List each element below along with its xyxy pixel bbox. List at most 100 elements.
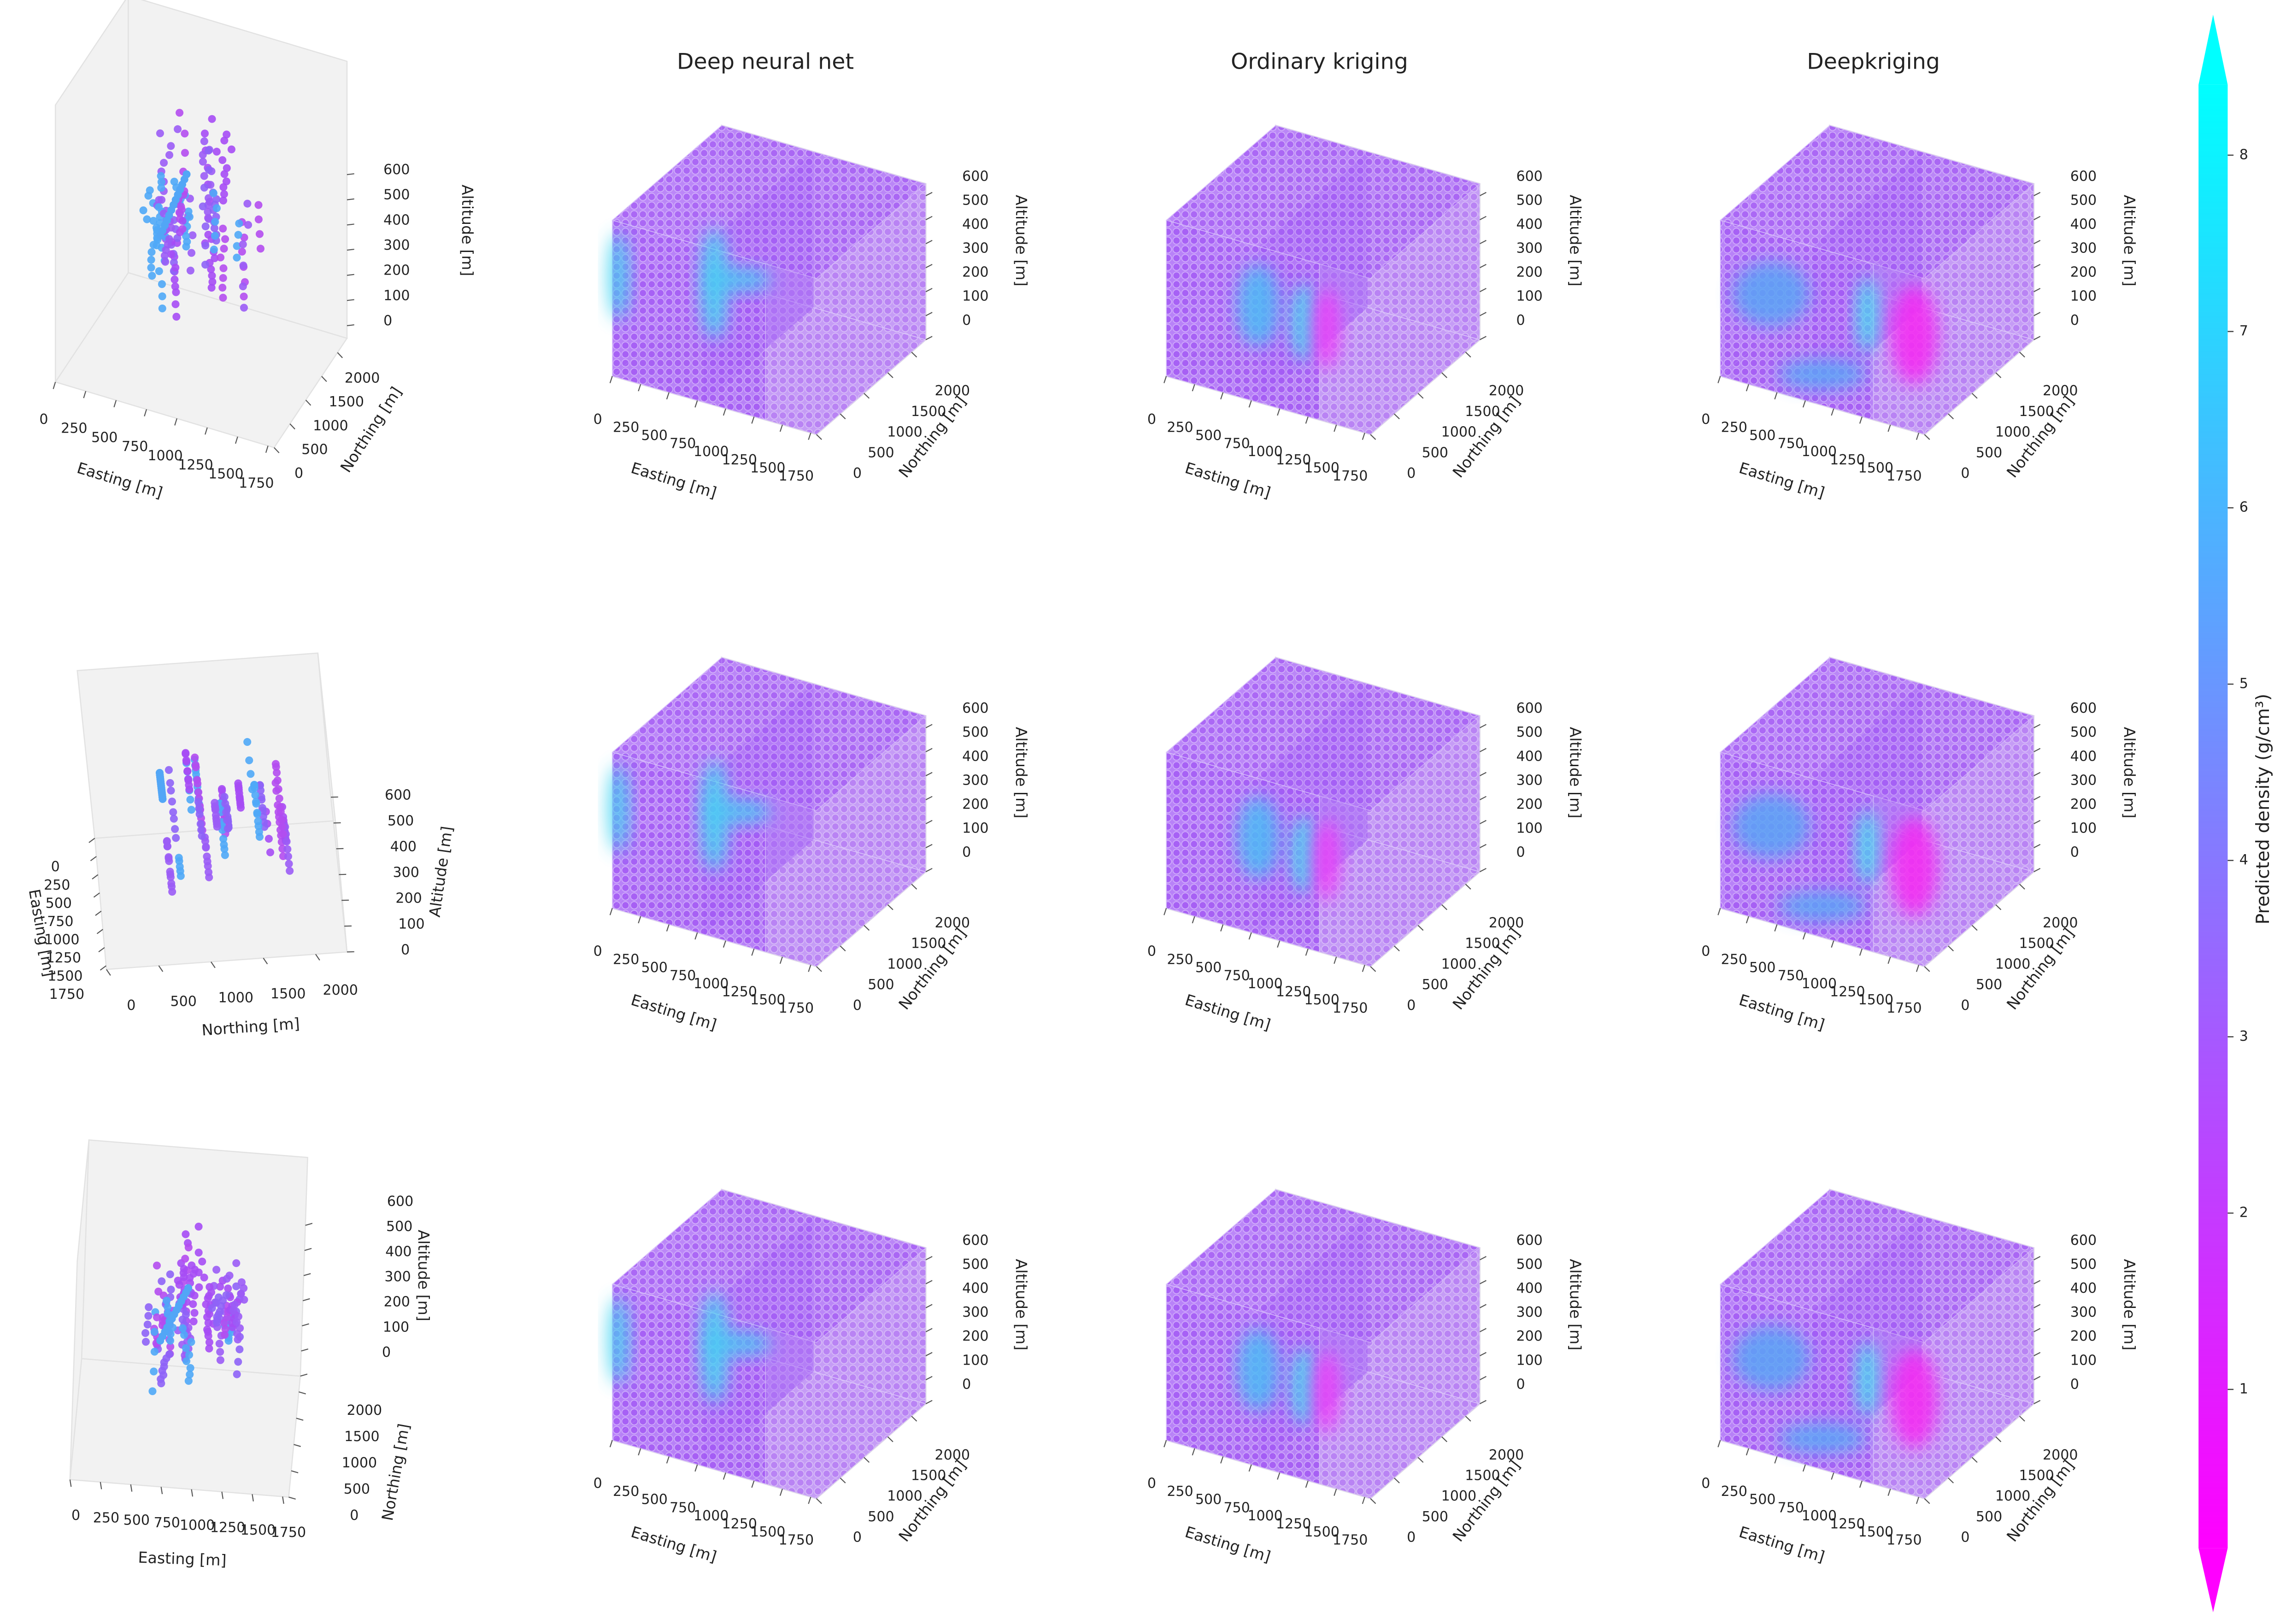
tick-mark xyxy=(1948,413,1954,420)
sample-point xyxy=(141,1337,150,1346)
sample-point xyxy=(258,804,266,812)
sample-point xyxy=(243,199,252,208)
z-tick-label: 200 xyxy=(2070,796,2097,812)
x-tick-label: 1750 xyxy=(271,1524,306,1541)
sample-point xyxy=(160,158,168,167)
z-tick-label: 500 xyxy=(1516,1256,1542,1272)
y-tick-label: 0 xyxy=(1961,997,1969,1014)
tick-mark xyxy=(925,1280,933,1284)
sample-point xyxy=(200,183,208,192)
tick-mark xyxy=(1417,393,1424,399)
tick-mark xyxy=(288,1496,296,1500)
x-tick-label: 0 xyxy=(1701,944,1710,960)
tick-mark xyxy=(2033,1352,2041,1356)
sample-point xyxy=(240,234,248,242)
y-tick-label: 500 xyxy=(868,977,894,993)
x-tick-label: 0 xyxy=(1701,1476,1710,1492)
y-tick-label: 500 xyxy=(170,994,197,1010)
tick-mark xyxy=(779,1489,783,1496)
sample-point xyxy=(223,130,231,139)
sample-point xyxy=(184,1243,193,1252)
tick-mark xyxy=(347,198,354,200)
z-tick-label: 0 xyxy=(383,313,392,329)
tick-mark xyxy=(2033,796,2041,800)
sample-point xyxy=(202,844,210,852)
tick-mark xyxy=(1465,352,1471,358)
tick-mark xyxy=(911,1416,917,1422)
sample-point xyxy=(247,770,255,778)
tick-mark xyxy=(694,1464,698,1472)
sample-point xyxy=(234,1335,242,1344)
y-tick-label: 1500 xyxy=(911,404,946,420)
y-tick-label: 2000 xyxy=(2043,915,2078,931)
sample-point xyxy=(239,282,247,291)
tick-mark xyxy=(1370,966,1376,972)
tick-mark xyxy=(1164,1440,1167,1448)
tick-mark xyxy=(887,372,893,378)
tick-mark xyxy=(925,724,933,728)
z-tick-label: 500 xyxy=(962,192,988,208)
x-tick-label: 1500 xyxy=(1304,460,1339,476)
tick-mark xyxy=(1774,924,1778,932)
tick-mark xyxy=(1362,1496,1365,1504)
voxel-face xyxy=(1165,1189,1481,1343)
sample-point xyxy=(212,204,221,212)
axis-label: Easting [m] xyxy=(1737,1523,1827,1565)
axis-pane xyxy=(81,1139,308,1377)
sample-point xyxy=(186,796,194,804)
sample-point xyxy=(239,240,247,248)
tick-mark xyxy=(2019,352,2025,358)
sample-point xyxy=(177,205,186,214)
tick-mark xyxy=(1479,240,1487,245)
sample-point xyxy=(237,1278,246,1286)
tick-mark xyxy=(751,1480,755,1488)
sample-point xyxy=(254,817,262,826)
density-blob xyxy=(1292,1348,1318,1425)
y-tick-label: 1500 xyxy=(911,936,946,952)
tick-mark xyxy=(666,392,670,400)
tick-mark xyxy=(347,173,354,176)
sample-point xyxy=(143,1320,152,1329)
z-tick-label: 600 xyxy=(385,787,411,803)
y-tick-label: 1000 xyxy=(342,1455,377,1471)
axis-label: Easting [m] xyxy=(1183,1523,1273,1565)
x-tick-label: 500 xyxy=(46,895,72,911)
sample-point xyxy=(207,265,215,274)
z-tick-label: 100 xyxy=(2070,1352,2097,1368)
sample-point xyxy=(240,1296,248,1304)
x-tick-label: 1750 xyxy=(1886,1000,1922,1016)
x-tick-label: 750 xyxy=(670,1500,696,1516)
x-tick-label: 500 xyxy=(1195,428,1222,444)
sample-point xyxy=(206,1283,214,1291)
sample-point xyxy=(157,178,165,186)
z-tick-label: 0 xyxy=(382,1344,391,1360)
sample-point xyxy=(200,1273,208,1282)
tick-mark xyxy=(296,1418,304,1421)
tick-mark xyxy=(282,1496,284,1504)
tick-mark xyxy=(925,192,933,196)
tick-mark xyxy=(1334,424,1337,432)
sample-point xyxy=(218,156,227,164)
z-tick-label: 400 xyxy=(2070,1280,2097,1296)
x-tick-label: 1750 xyxy=(1333,1000,1368,1016)
sample-point xyxy=(240,304,248,312)
tick-mark xyxy=(925,287,933,293)
tick-mark xyxy=(2033,1256,2041,1261)
tick-mark xyxy=(130,1484,133,1492)
z-tick-label: 600 xyxy=(1516,700,1542,716)
sample-point xyxy=(232,1282,241,1290)
y-tick-label: 0 xyxy=(127,997,135,1014)
x-tick-label: 500 xyxy=(1749,1492,1775,1508)
tick-mark xyxy=(347,248,354,251)
sample-point xyxy=(282,838,291,846)
density-blob xyxy=(1891,817,1938,917)
z-tick-label: 500 xyxy=(388,813,414,829)
sample-point xyxy=(201,222,210,230)
tick-mark xyxy=(2033,868,2041,873)
x-tick-label: 1250 xyxy=(1276,984,1311,1000)
sample-point xyxy=(149,240,158,249)
tick-mark xyxy=(609,376,613,383)
